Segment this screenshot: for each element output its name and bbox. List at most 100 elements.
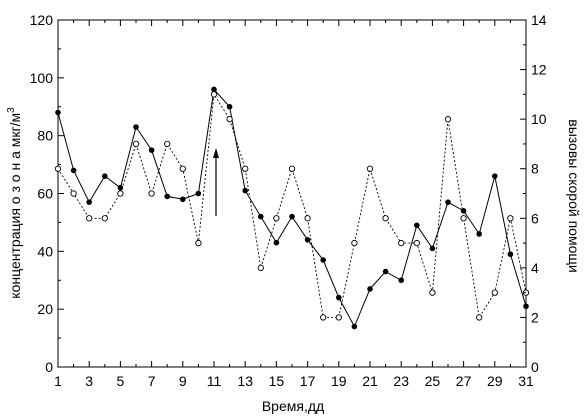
ozone-point bbox=[226, 103, 233, 110]
ozone-point bbox=[164, 193, 170, 200]
ambulance-point bbox=[54, 165, 62, 172]
ozone-point bbox=[180, 196, 186, 203]
x-tick-label: 15 bbox=[269, 373, 285, 389]
ozone-point bbox=[148, 147, 155, 153]
annotation-layer bbox=[213, 148, 219, 216]
x-tick-label: 7 bbox=[148, 373, 156, 389]
x-axis: 1 3 5 7 9 11 13 15 17 19 21 23 25 27 29 31 bbox=[54, 20, 534, 389]
ozone-point bbox=[258, 213, 264, 220]
ozone-point bbox=[242, 187, 248, 194]
y-axis-left: 0 20 40 60 80 100 120 bbox=[30, 12, 64, 375]
ambulance-point bbox=[320, 314, 327, 321]
y-tick-label-right: 6 bbox=[531, 210, 539, 226]
y-tick-label-left: 80 bbox=[37, 128, 53, 144]
series-markers bbox=[54, 86, 530, 330]
x-tick-label: 31 bbox=[518, 373, 534, 389]
y-axis-title-text: концентрация о з о н а мкг/м bbox=[7, 113, 23, 299]
ambulance-point bbox=[148, 190, 155, 197]
ozone-point bbox=[429, 245, 436, 252]
x-tick-label: 1 bbox=[54, 373, 62, 389]
x-tick-label: 11 bbox=[207, 373, 222, 389]
y-tick-label-left: 40 bbox=[37, 243, 53, 259]
y-tick-label-right: 14 bbox=[531, 12, 547, 28]
x-tick-label: 25 bbox=[425, 373, 441, 389]
ozone-point bbox=[414, 222, 420, 229]
ozone-point bbox=[70, 167, 77, 174]
plot-frame bbox=[57, 19, 527, 368]
ambulance-point bbox=[164, 140, 171, 148]
ambulance-point bbox=[444, 115, 452, 123]
ambulance-point bbox=[429, 289, 436, 296]
x-axis-title: Время,дд bbox=[262, 398, 324, 414]
ozone-point bbox=[320, 257, 327, 263]
y-axis-right: 0 2 4 6 8 10 12 14 bbox=[520, 12, 547, 375]
ozone-point bbox=[476, 231, 483, 237]
y-tick-label-left: 0 bbox=[45, 359, 53, 375]
y-tick-label-right: 2 bbox=[531, 309, 539, 325]
ambulance-point bbox=[460, 215, 467, 222]
x-tick-label: 13 bbox=[237, 373, 253, 389]
ozone-point bbox=[86, 199, 92, 205]
ambulance-point bbox=[210, 91, 218, 98]
ozone-point bbox=[304, 236, 311, 243]
x-tick-label: 23 bbox=[393, 373, 409, 389]
y-tick-label-left: 120 bbox=[30, 12, 54, 28]
ozone-point bbox=[351, 323, 358, 330]
ambulance-point bbox=[257, 264, 264, 272]
y-tick-label-left: 20 bbox=[37, 301, 53, 317]
ambulance-point bbox=[507, 215, 514, 222]
ozone-point bbox=[102, 173, 108, 179]
x-tick-label: 17 bbox=[300, 373, 316, 389]
y-tick-label-right: 8 bbox=[531, 161, 539, 177]
ambulance-point bbox=[335, 314, 342, 321]
ambulance-point bbox=[413, 239, 420, 247]
ozone-point bbox=[289, 213, 295, 220]
ozone-point bbox=[195, 190, 202, 197]
ambulance-point bbox=[304, 215, 311, 222]
x-tick-label: 21 bbox=[362, 373, 378, 389]
y-tick-label-right: 12 bbox=[531, 62, 547, 78]
ozone-point bbox=[336, 294, 342, 301]
ambulance-point bbox=[491, 289, 498, 296]
ozone-point bbox=[117, 184, 124, 191]
plot-border bbox=[57, 19, 527, 368]
y-tick-label-right: 0 bbox=[531, 359, 539, 375]
ambulance-point bbox=[273, 215, 280, 222]
x-tick-label: 9 bbox=[179, 373, 187, 389]
ambulance-point bbox=[117, 190, 124, 197]
series-line-ozone bbox=[57, 88, 527, 328]
y-axis-title-left: концентрация о з о н а мкг/м3 bbox=[6, 107, 23, 299]
ambulance-point bbox=[242, 165, 249, 172]
x-tick-label: 19 bbox=[331, 373, 347, 389]
ozone-point bbox=[133, 124, 139, 130]
x-tick-label: 29 bbox=[487, 373, 503, 389]
ambulance-point bbox=[398, 239, 405, 247]
ozone-point bbox=[55, 109, 61, 116]
ambulance-point bbox=[86, 215, 93, 222]
annotation-arrow-head bbox=[213, 148, 219, 158]
ambulance-point bbox=[226, 115, 233, 123]
ozone-point bbox=[367, 286, 373, 292]
ozone-point bbox=[273, 239, 280, 246]
ambulance-point bbox=[476, 314, 483, 321]
ozone-point bbox=[382, 268, 389, 275]
x-tick-label: 5 bbox=[117, 373, 125, 389]
ambulance-point bbox=[132, 140, 140, 148]
ozone-point bbox=[507, 251, 514, 258]
ambulance-point bbox=[179, 165, 186, 172]
ozone-point bbox=[460, 208, 467, 214]
y-tick-label-right: 4 bbox=[531, 260, 539, 276]
ambulance-point bbox=[288, 165, 296, 172]
y-tick-label-left: 100 bbox=[30, 70, 54, 86]
ozone-point bbox=[445, 199, 451, 205]
x-tick-label: 27 bbox=[456, 373, 472, 389]
ozone-point bbox=[398, 277, 405, 284]
ambulance-point bbox=[366, 165, 374, 172]
y-tick-label-right: 10 bbox=[531, 111, 547, 127]
ambulance-point bbox=[382, 215, 389, 222]
x-tick-label: 3 bbox=[85, 373, 93, 389]
ambulance-point bbox=[70, 190, 77, 197]
ambulance-point bbox=[351, 239, 358, 247]
